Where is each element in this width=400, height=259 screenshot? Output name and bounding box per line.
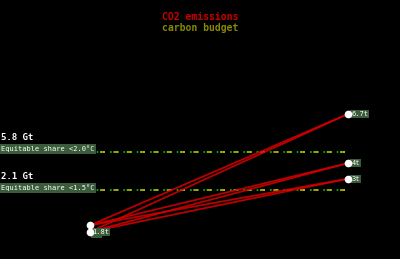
Text: 2t: 2t: [92, 231, 100, 237]
Text: carbon budget: carbon budget: [162, 23, 238, 33]
Text: Equitable share <1.5°C: Equitable share <1.5°C: [1, 184, 94, 191]
Text: 6.7t: 6.7t: [351, 111, 368, 117]
Text: 5.8 Gt: 5.8 Gt: [1, 133, 33, 142]
Text: 3t: 3t: [351, 176, 360, 182]
Text: CO2 emissions: CO2 emissions: [162, 12, 238, 22]
Text: 4t: 4t: [351, 160, 360, 166]
Text: 2.1 Gt: 2.1 Gt: [1, 172, 33, 181]
Text: 1.8t: 1.8t: [92, 229, 109, 235]
Text: Equitable share <2.0°C: Equitable share <2.0°C: [1, 146, 94, 152]
